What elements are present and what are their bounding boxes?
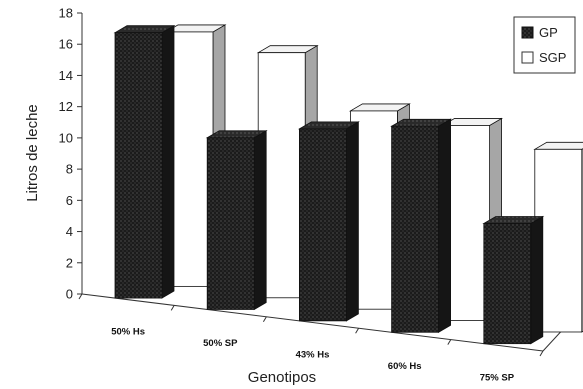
x-tick-mark [262, 316, 267, 323]
legend-swatch-gp [521, 26, 534, 39]
legend: GP SGP [513, 16, 576, 74]
bar-front-face [298, 128, 347, 322]
category-labels: 50% Hs 50% SP 43% Hs 60% Hs 75% SP [111, 327, 515, 384]
bar-front-face [483, 223, 532, 345]
bar-front-face [391, 125, 440, 333]
y-axis-title: Litros de leche [24, 104, 41, 202]
bar-side-face [530, 215, 544, 345]
x-category-label: 60% Hs [388, 361, 422, 372]
bar-gp-2 [297, 121, 360, 322]
bar-gp-3 [390, 118, 453, 333]
bar-gp-1 [205, 130, 268, 311]
bar-side-face [161, 24, 175, 299]
y-tick-label: 14 [59, 68, 73, 83]
legend-box [513, 16, 576, 74]
y-tick-label: 2 [66, 255, 73, 270]
x-axis-title: Genotipos [248, 369, 316, 386]
y-tick-label: 6 [66, 193, 73, 208]
bar-side-face [438, 118, 452, 333]
y-tick-label: 18 [59, 6, 73, 21]
bar-top-face [533, 141, 583, 150]
x-tick-mark [78, 293, 83, 300]
y-tick-label: 8 [66, 162, 73, 177]
y-axis: 0 2 4 6 8 10 12 14 16 18 [59, 6, 83, 302]
y-tick-label: 0 [66, 287, 73, 302]
x-tick-mark [170, 305, 175, 311]
bar-front-face [114, 32, 163, 299]
x-tick-mark [447, 339, 452, 345]
x-category-label: 50% Hs [111, 327, 145, 338]
y-tick-label: 12 [59, 99, 73, 114]
bar-side-face [253, 130, 267, 311]
bars-layer [113, 24, 583, 345]
bar-side-face [345, 121, 359, 322]
y-tick-label: 4 [66, 224, 73, 239]
x-category-label: 43% Hs [296, 350, 330, 361]
x-tick-mark [539, 350, 544, 357]
bar-gp-0 [113, 24, 176, 299]
bar-gp-4 [482, 215, 545, 345]
y-tick-label: 10 [59, 130, 73, 145]
legend-label-gp: GP [539, 25, 558, 40]
bar-front-face [206, 137, 255, 310]
floor-front-edge [81, 293, 544, 352]
x-category-label: 50% SP [203, 338, 238, 349]
legend-label-sgp: SGP [539, 50, 566, 65]
y-tick-label: 16 [59, 37, 73, 52]
x-tick-mark [355, 327, 360, 334]
x-category-label: 75% SP [480, 372, 515, 383]
legend-swatch-sgp [521, 51, 534, 64]
